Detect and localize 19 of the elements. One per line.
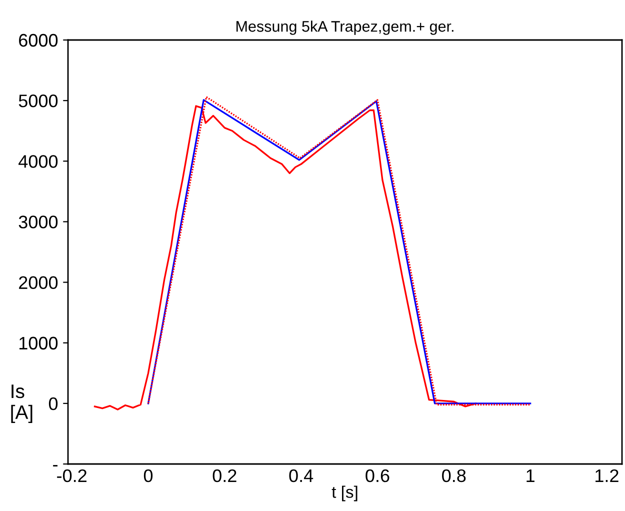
- y-tick-label: 2000: [19, 276, 58, 290]
- x-tick-label: 0: [144, 469, 153, 482]
- y-tick-label: -: [53, 465, 58, 466]
- x-tick-label: 1.2: [596, 469, 618, 482]
- x-tick-label: 1: [526, 470, 534, 482]
- y-tick-label: 3000: [18, 216, 58, 228]
- x-axis-title: t [s]: [332, 486, 358, 502]
- y-tick-label: 4000: [18, 155, 58, 168]
- x-tick-label: 0.6: [366, 469, 390, 482]
- y-axis-title: Is [A]: [11, 384, 32, 423]
- y-tick-label: 0: [48, 397, 58, 410]
- x-tick-label: 0.4: [289, 469, 314, 482]
- x-tick-label: 0.8: [442, 469, 466, 482]
- x-tick-label: -0.2: [57, 469, 86, 482]
- chart-title: Messung 5kA Trapez,gem.+ ger.: [236, 20, 454, 35]
- x-tick-label: 0.2: [212, 469, 236, 482]
- y-tick-label: 1000: [19, 336, 58, 350]
- y-tick-label: 6000: [19, 34, 58, 47]
- y-tick-label: 5000: [18, 94, 58, 108]
